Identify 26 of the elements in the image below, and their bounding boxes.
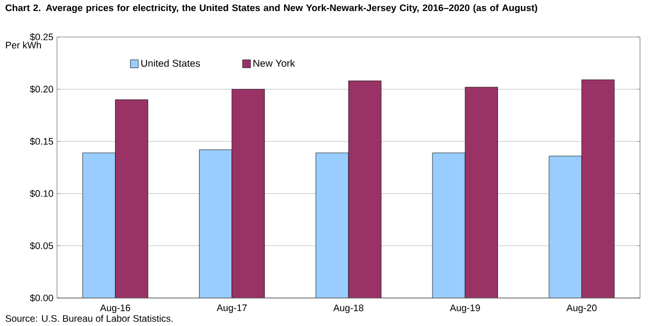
y-tick-label: $0.15 bbox=[30, 138, 54, 146]
x-tick-label: Aug-17 bbox=[216, 304, 247, 313]
bar bbox=[582, 80, 615, 298]
x-tick-label: Aug-19 bbox=[450, 304, 480, 314]
y-tick-label: $0.20 bbox=[30, 85, 54, 94]
bar bbox=[348, 80, 382, 298]
legend-label: United States bbox=[141, 59, 200, 67]
bar bbox=[115, 100, 148, 298]
y-axis-title: Per kWh bbox=[6, 42, 41, 48]
y-tick-label: $0.05 bbox=[30, 242, 54, 250]
chart-title: Chart 2. Average prices for electricity, the United States and New York-Newark-Jersey City, 2016–2020 (as of August) bbox=[6, 4, 538, 14]
bar bbox=[199, 150, 232, 298]
bar bbox=[548, 156, 582, 298]
source-note: Source: U.S. Bureau of Labor Statistics. bbox=[6, 314, 172, 322]
y-tick-label: $0.25 bbox=[30, 33, 54, 41]
y-tick-label: $0.10 bbox=[30, 190, 54, 198]
bar bbox=[82, 152, 116, 298]
bar bbox=[465, 87, 498, 298]
bar bbox=[232, 89, 265, 298]
x-tick-label: Aug-20 bbox=[566, 304, 597, 314]
legend-label: New York bbox=[254, 59, 296, 67]
x-tick-label: Aug-18 bbox=[333, 304, 364, 314]
x-tick-label: Aug-16 bbox=[100, 304, 130, 314]
y-tick-label: $0.00 bbox=[30, 294, 54, 302]
bar bbox=[432, 152, 466, 298]
bar bbox=[316, 152, 349, 298]
